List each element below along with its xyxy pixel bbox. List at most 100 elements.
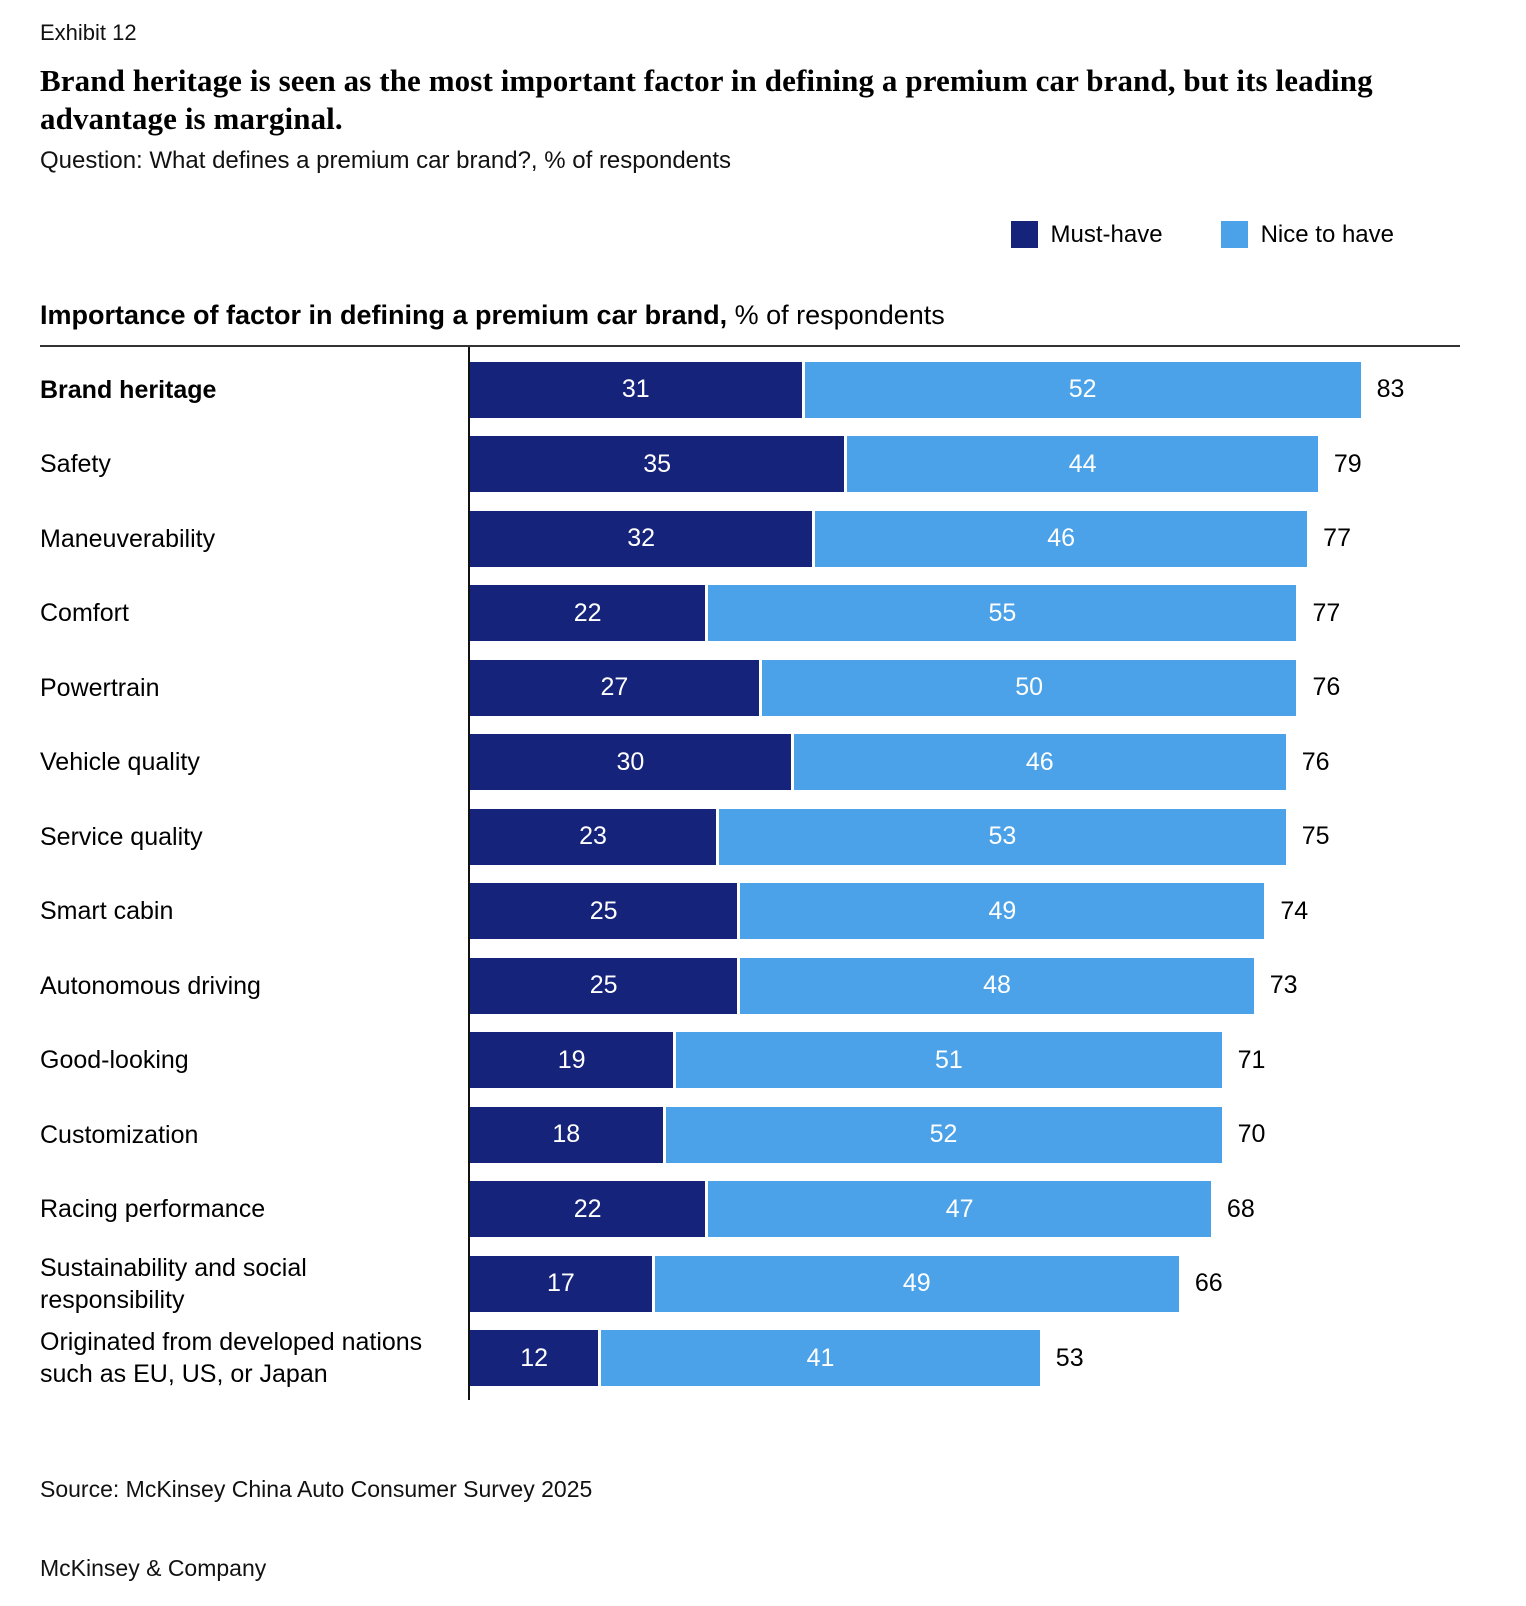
category-label: Originated from developed nations such a… xyxy=(40,1328,423,1389)
stacked-bar-chart: Brand heritage 31 52 83 Safety 35 44 79 Maneuver… xyxy=(40,346,1486,1400)
must-have-segment: 32 xyxy=(470,510,813,567)
company-wordmark: McKinsey & Company xyxy=(40,1554,267,1581)
must-have-segment: 22 xyxy=(470,585,706,642)
total-value-label: 66 xyxy=(1194,1269,1223,1298)
segment-value-label: 49 xyxy=(902,1269,931,1298)
must-have-segment: 19 xyxy=(470,1032,674,1089)
question-subtitle: Question: What defines a premium car bra… xyxy=(40,146,732,174)
segment-value-label: 52 xyxy=(929,1120,958,1149)
segment-value-label: 55 xyxy=(988,598,1017,627)
segment-value-label: 32 xyxy=(627,524,656,553)
total-value-label: 77 xyxy=(1312,598,1341,627)
segment-value-label: 46 xyxy=(1047,524,1076,553)
total-value-label: 53 xyxy=(1055,1343,1084,1372)
segment-value-label: 51 xyxy=(934,1045,963,1074)
total-value-label: 73 xyxy=(1269,971,1298,1000)
chart-row: Comfort 22 55 77 xyxy=(40,576,1486,651)
segment-value-label: 46 xyxy=(1025,747,1054,776)
segment-value-label: 17 xyxy=(546,1269,575,1298)
nice-to-have-segment: 52 xyxy=(804,361,1361,418)
segment-value-label: 31 xyxy=(621,375,650,404)
total-value-label: 79 xyxy=(1333,449,1362,478)
bar-track: 22 47 68 xyxy=(470,1181,1486,1238)
must-have-swatch xyxy=(1010,221,1038,249)
chart-row: Sustainability and social responsibility… xyxy=(40,1247,1486,1322)
nice-to-have-segment: 50 xyxy=(761,659,1297,716)
must-have-segment: 23 xyxy=(470,808,716,865)
legend-label-must-have: Must-have xyxy=(1050,220,1163,248)
bar-track: 23 53 75 xyxy=(470,808,1486,865)
chart-title-bold: Importance of factor in defining a premi… xyxy=(40,299,728,330)
nice-to-have-segment: 46 xyxy=(815,510,1308,567)
total-value-label: 76 xyxy=(1312,673,1341,702)
total-value-label: 71 xyxy=(1237,1045,1266,1074)
segment-value-label: 22 xyxy=(573,598,602,627)
must-have-segment: 18 xyxy=(470,1106,663,1163)
category-label: Sustainability and social responsibility xyxy=(40,1253,307,1314)
chart-row: Originated from developed nations such a… xyxy=(40,1321,1486,1396)
bar-track: 17 49 66 xyxy=(470,1255,1486,1312)
category-label: Racing performance xyxy=(40,1195,266,1224)
total-value-label: 75 xyxy=(1301,822,1330,851)
must-have-segment: 17 xyxy=(470,1255,652,1312)
nice-to-have-segment: 49 xyxy=(654,1255,1179,1312)
total-value-label: 83 xyxy=(1376,375,1405,404)
nice-to-have-segment: 47 xyxy=(708,1181,1211,1238)
segment-value-label: 35 xyxy=(643,449,672,478)
total-value-label: 76 xyxy=(1301,747,1330,776)
nice-to-have-segment: 51 xyxy=(676,1032,1222,1089)
nice-to-have-swatch xyxy=(1220,221,1248,249)
category-label: Brand heritage xyxy=(40,375,217,404)
bar-track: 32 46 77 xyxy=(470,510,1486,567)
legend-label-nice-to-have: Nice to have xyxy=(1260,220,1394,248)
segment-value-label: 53 xyxy=(988,822,1017,851)
source-note: Source: McKinsey China Auto Consumer Sur… xyxy=(40,1475,593,1502)
segment-value-label: 41 xyxy=(806,1343,835,1372)
bar-track: 18 52 70 xyxy=(470,1106,1486,1163)
category-label: Smart cabin xyxy=(40,897,174,926)
segment-value-label: 44 xyxy=(1068,449,1097,478)
chart-row: Racing performance 22 47 68 xyxy=(40,1172,1486,1247)
y-axis-line xyxy=(468,346,470,1400)
chart-row: Customization 18 52 70 xyxy=(40,1098,1486,1173)
category-label: Service quality xyxy=(40,822,203,851)
bar-track: 27 50 76 xyxy=(470,659,1486,716)
legend-item-must-have: Must-have xyxy=(1010,220,1163,249)
category-label: Maneuverability xyxy=(40,524,216,553)
chart-row: Powertrain 27 50 76 xyxy=(40,651,1486,726)
chart-row: Service quality 23 53 75 xyxy=(40,800,1486,875)
bar-track: 22 55 77 xyxy=(470,585,1486,642)
segment-value-label: 25 xyxy=(589,971,618,1000)
segment-value-label: 27 xyxy=(600,673,629,702)
segment-value-label: 50 xyxy=(1015,673,1044,702)
bar-track: 30 46 76 xyxy=(470,734,1486,791)
total-value-label: 70 xyxy=(1237,1120,1266,1149)
segment-value-label: 23 xyxy=(579,822,607,851)
chart-row: Vehicle quality 30 46 76 xyxy=(40,725,1486,800)
category-label: Safety xyxy=(40,450,111,479)
exhibit-label: Exhibit 12 xyxy=(40,20,137,45)
bar-track: 25 48 73 xyxy=(470,957,1486,1014)
chart-row: Maneuverability 32 46 77 xyxy=(40,502,1486,577)
segment-value-label: 52 xyxy=(1068,375,1097,404)
nice-to-have-segment: 52 xyxy=(665,1106,1222,1163)
chart-row: Good-looking 19 51 71 xyxy=(40,1023,1486,1098)
nice-to-have-segment: 53 xyxy=(718,808,1286,865)
exhibit-title: Brand heritage is seen as the most impor… xyxy=(40,63,1373,137)
must-have-segment: 25 xyxy=(470,957,738,1014)
segment-value-label: 19 xyxy=(557,1045,586,1074)
total-value-label: 68 xyxy=(1226,1194,1255,1223)
nice-to-have-segment: 41 xyxy=(601,1330,1040,1387)
legend: Must-have Nice to have xyxy=(40,221,1486,249)
must-have-segment: 31 xyxy=(470,361,802,418)
segment-value-label: 18 xyxy=(552,1120,581,1149)
segment-value-label: 48 xyxy=(983,971,1011,1000)
segment-value-label: 49 xyxy=(988,896,1017,925)
segment-value-label: 47 xyxy=(945,1194,974,1223)
chart-row: Safety 35 44 79 xyxy=(40,427,1486,502)
chart-row: Brand heritage 31 52 83 xyxy=(40,353,1486,428)
nice-to-have-segment: 46 xyxy=(793,734,1286,791)
category-label: Powertrain xyxy=(40,673,160,702)
category-label: Good-looking xyxy=(40,1046,189,1075)
